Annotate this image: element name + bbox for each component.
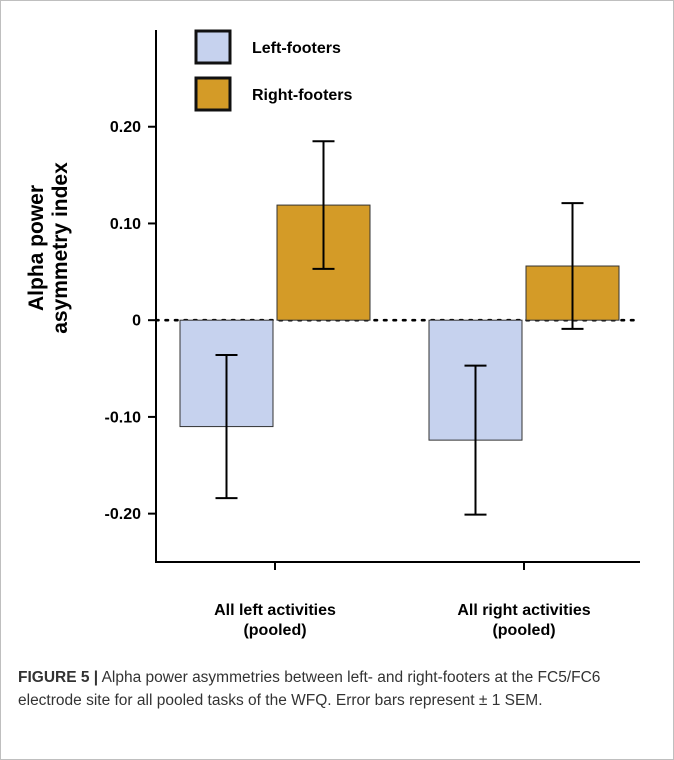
legend-label-1: Right-footers bbox=[252, 87, 353, 104]
y-tick-label-0: 0.20 bbox=[110, 119, 141, 136]
y-tick-label-4: -0.20 bbox=[105, 506, 142, 523]
figure-caption: FIGURE 5 | Alpha power asymmetries betwe… bbox=[18, 666, 658, 712]
error-bars bbox=[215, 140, 584, 516]
legend-label-0: Left-footers bbox=[252, 40, 341, 57]
x-tick-label-0: All left activities (pooled) bbox=[214, 602, 336, 639]
x-tick-label-line-0-0: All left activities bbox=[214, 602, 336, 619]
x-tick-label-line-0-1: (pooled) bbox=[243, 622, 306, 639]
y-axis: 0.20 0.10 0 -0.10 -0.20 bbox=[105, 30, 157, 562]
x-axis: All left activities (pooled)All right act… bbox=[155, 561, 640, 639]
x-tick-label-line-1-1: (pooled) bbox=[492, 622, 555, 639]
y-tick-label-3: -0.10 bbox=[105, 409, 142, 426]
y-tick-label-1: 0.10 bbox=[110, 216, 141, 233]
y-axis-label: Alpha powerasymmetry index bbox=[25, 162, 72, 334]
caption-text: Alpha power asymmetries between left- an… bbox=[18, 669, 601, 709]
y-axis-title-line-0: Alpha power bbox=[25, 185, 48, 311]
legend-swatch-1 bbox=[194, 76, 232, 112]
y-axis-title: Alpha powerasymmetry index bbox=[25, 162, 72, 334]
bars bbox=[179, 204, 620, 441]
legend: Left-footers Right-footers bbox=[194, 29, 353, 112]
legend-swatch-0 bbox=[194, 29, 232, 65]
y-axis-title-line-1: asymmetry index bbox=[49, 162, 72, 334]
x-tick-label-line-1-0: All right activities bbox=[457, 602, 590, 619]
x-tick-label-1: All right activities (pooled) bbox=[457, 602, 590, 639]
y-tick-label-2: 0 bbox=[132, 313, 141, 330]
bar-chart: 0.20 0.10 0 -0.10 -0.20 Alpha powerasymmetry… bbox=[25, 29, 642, 639]
caption-label: FIGURE 5 | bbox=[18, 669, 99, 686]
